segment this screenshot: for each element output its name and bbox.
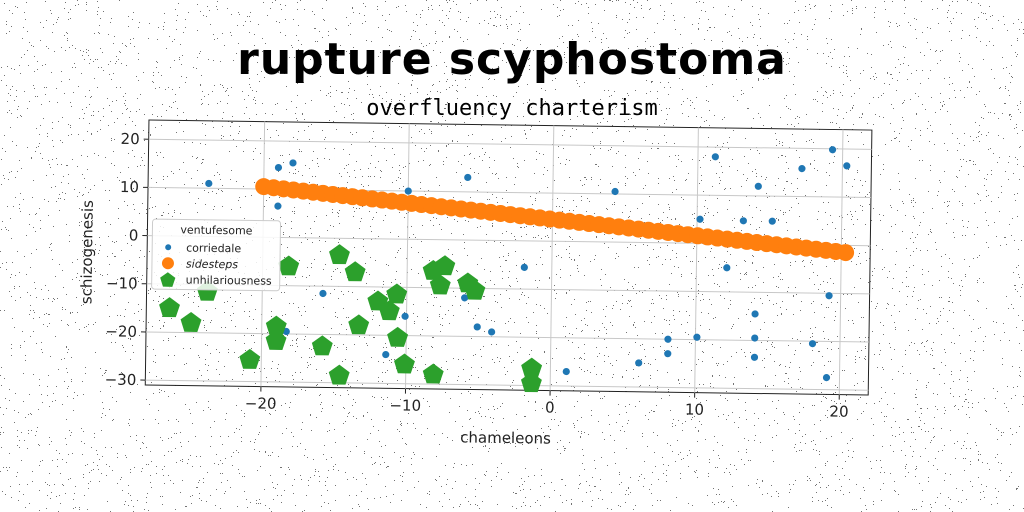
legend-frame — [151, 218, 282, 292]
unhilariousness-point — [394, 353, 415, 374]
chart-title: rupture scyphostoma — [237, 34, 787, 85]
y-axis-ticks: −30 −20 −10 0 10 20 — [105, 130, 149, 389]
unhilariousness-point — [278, 255, 300, 276]
unhilariousness-point — [378, 300, 400, 321]
y-tick-label: −20 — [105, 322, 137, 340]
corriedale-point — [274, 202, 282, 210]
corriedale-point — [289, 159, 297, 167]
unhilariousness-point — [422, 363, 444, 384]
legend-title: ventufesome — [180, 223, 253, 237]
y-tick-label: −10 — [106, 274, 138, 292]
corriedale-point — [750, 353, 759, 361]
corriedale-point — [693, 333, 701, 341]
x-gridline — [838, 129, 844, 395]
unhilariousness-point — [464, 279, 486, 300]
unhilariousness-point — [521, 357, 543, 378]
x-tick-label: 20 — [829, 403, 848, 421]
corriedale-point — [274, 163, 283, 172]
unhilariousness-point — [239, 348, 261, 369]
unhilariousness-point — [329, 244, 350, 265]
y-tick-label: 0 — [129, 226, 139, 244]
corriedale-point — [825, 292, 833, 300]
corriedale-point — [319, 289, 327, 298]
x-gridline — [405, 123, 410, 389]
corriedale-point — [473, 323, 481, 331]
unhilariousness-point — [434, 255, 456, 276]
corriedale-point — [488, 328, 496, 336]
corriedale-point — [696, 215, 704, 223]
unhilariousness-point — [387, 326, 409, 347]
corriedale-point — [520, 263, 528, 271]
legend-label-corriedale: corriedale — [186, 242, 241, 256]
unhilariousness-point — [429, 274, 451, 295]
corriedale-point — [828, 146, 837, 154]
x-axis-ticks: −20 −10 0 10 20 — [245, 386, 849, 421]
corriedale-point — [751, 310, 759, 318]
y-gridline — [148, 138, 872, 150]
data-marks — [159, 146, 855, 393]
corriedale-point — [664, 335, 672, 343]
corriedale-point — [205, 179, 213, 188]
legend-label-unhilariousness: unhilariousness — [186, 274, 272, 288]
legend-marker-unhilariousness — [160, 272, 176, 287]
corriedale-point — [635, 359, 643, 367]
legend-marker-sidesteps — [161, 257, 174, 270]
unhilariousness-point — [311, 335, 333, 356]
corriedale-point — [611, 187, 619, 196]
corriedale-point — [754, 182, 762, 190]
corriedale-point — [843, 162, 851, 170]
corriedale-point — [404, 187, 412, 195]
corriedale-point — [382, 350, 390, 359]
legend-label-sidesteps: sidesteps — [186, 258, 239, 272]
plot-frame — [144, 119, 873, 396]
corriedale-point — [562, 367, 570, 376]
x-tick-label: −20 — [245, 394, 277, 412]
corriedale-point — [822, 373, 831, 382]
unhilariousness-point — [265, 329, 287, 350]
legend: ventufesome corriedale sidesteps unhilar… — [151, 218, 282, 292]
x-axis-label: chameleons — [460, 428, 551, 447]
corriedale-point — [464, 173, 472, 182]
unhilariousness-point — [386, 283, 408, 304]
corriedale-point — [739, 217, 747, 225]
unhilariousness-point — [348, 314, 370, 335]
unhilariousness-point — [159, 297, 180, 318]
corriedale-point — [808, 340, 817, 348]
corriedale-point — [723, 264, 731, 272]
y-axis-label: schizogenesis — [77, 200, 96, 304]
y-gridline — [145, 331, 869, 343]
corriedale-point — [768, 217, 776, 225]
chart-subtitle: overfluency charterism — [366, 96, 658, 121]
sidesteps-point — [837, 244, 855, 262]
corriedale-point — [401, 312, 409, 320]
unhilariousness-point — [265, 315, 287, 336]
y-gridline — [145, 379, 869, 391]
unhilariousness-point — [180, 311, 202, 332]
x-gridline — [694, 127, 699, 393]
x-gridline — [549, 125, 555, 391]
x-tick-label: −10 — [389, 396, 421, 414]
corriedale-point — [461, 294, 469, 302]
plot-area: −20 −10 0 10 20 −30 −20 −10 0 10 20 chameleons sc… — [77, 119, 873, 448]
y-tick-label: 20 — [120, 130, 139, 148]
corriedale-point — [711, 153, 719, 161]
corriedale-point — [664, 350, 672, 358]
y-tick-label: −30 — [105, 371, 137, 389]
x-tick-label: 0 — [545, 399, 555, 417]
x-tick-label: 10 — [685, 400, 704, 418]
corriedale-point — [798, 165, 806, 173]
unhilariousness-point — [328, 364, 350, 385]
legend-marker-corriedale — [165, 244, 172, 251]
y-tick-label: 10 — [120, 178, 139, 196]
unhilariousness-point — [520, 372, 542, 393]
unhilariousness-point — [344, 261, 366, 282]
corriedale-point — [751, 334, 759, 342]
